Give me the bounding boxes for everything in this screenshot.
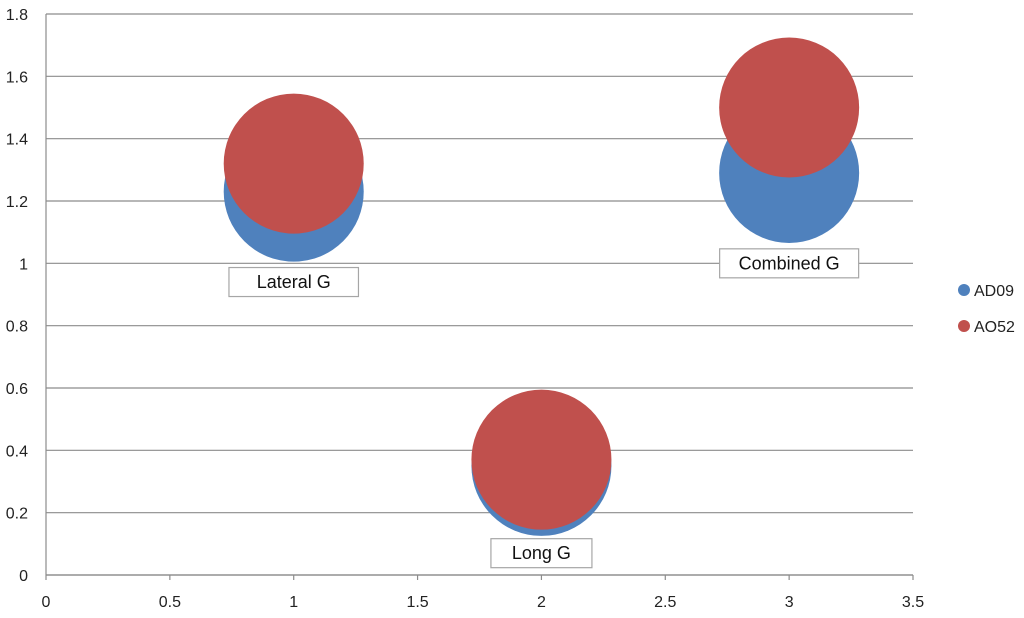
x-tick-label: 2: [537, 594, 546, 611]
y-tick-label: 1.2: [6, 194, 28, 211]
annotation-label: Combined G: [739, 253, 840, 273]
x-tick-label: 3.5: [902, 594, 924, 611]
y-tick-label: 1.6: [6, 69, 28, 86]
legend: AD09 AO52: [958, 283, 1015, 336]
y-tick-label: 0.8: [6, 319, 28, 336]
x-tick-label: 1.5: [406, 594, 428, 611]
x-tick-label: 2.5: [654, 594, 676, 611]
y-tick-label: 1.8: [6, 7, 28, 24]
x-tick-label: 0.5: [159, 594, 181, 611]
annotation-label: Long G: [512, 543, 571, 563]
y-tick-label: 0: [19, 568, 28, 585]
y-tick-label: 1.4: [6, 132, 28, 149]
bubble-ao52-0: [223, 93, 364, 234]
annotation-box: [719, 248, 860, 279]
x-tick-label: 0: [42, 594, 51, 611]
legend-marker-ao52: [958, 320, 970, 332]
x-tick-label: 3: [785, 594, 794, 611]
legend-label-ad09: AD09: [974, 283, 1014, 300]
y-tick-label: 0.2: [6, 506, 28, 523]
y-tick-label: 1: [19, 256, 28, 273]
legend-label-ao52: AO52: [974, 319, 1015, 336]
x-tick-labels: 0 0.5 1 1.5 2 2.5 3 3.5: [42, 594, 925, 611]
bubble-ao52-1: [471, 389, 612, 530]
y-tick-label: 0.6: [6, 381, 28, 398]
annotation-label: Lateral G: [257, 272, 331, 292]
gridlines: [46, 13, 913, 576]
bubbles: [223, 37, 860, 536]
annotation-box: [490, 538, 593, 569]
annotation-box: [228, 266, 360, 298]
y-tick-label: 0.4: [6, 443, 28, 460]
bubble-ao52-2: [719, 37, 860, 178]
legend-marker-ad09: [958, 284, 970, 296]
axes: [45, 14, 914, 580]
annotations: Lateral G Long G Combined G: [228, 248, 860, 569]
y-tick-labels: 0 0.2 0.4 0.6 0.8 1 1.2 1.4 1.6 1.8: [6, 7, 28, 585]
x-tick-label: 1: [289, 594, 298, 611]
